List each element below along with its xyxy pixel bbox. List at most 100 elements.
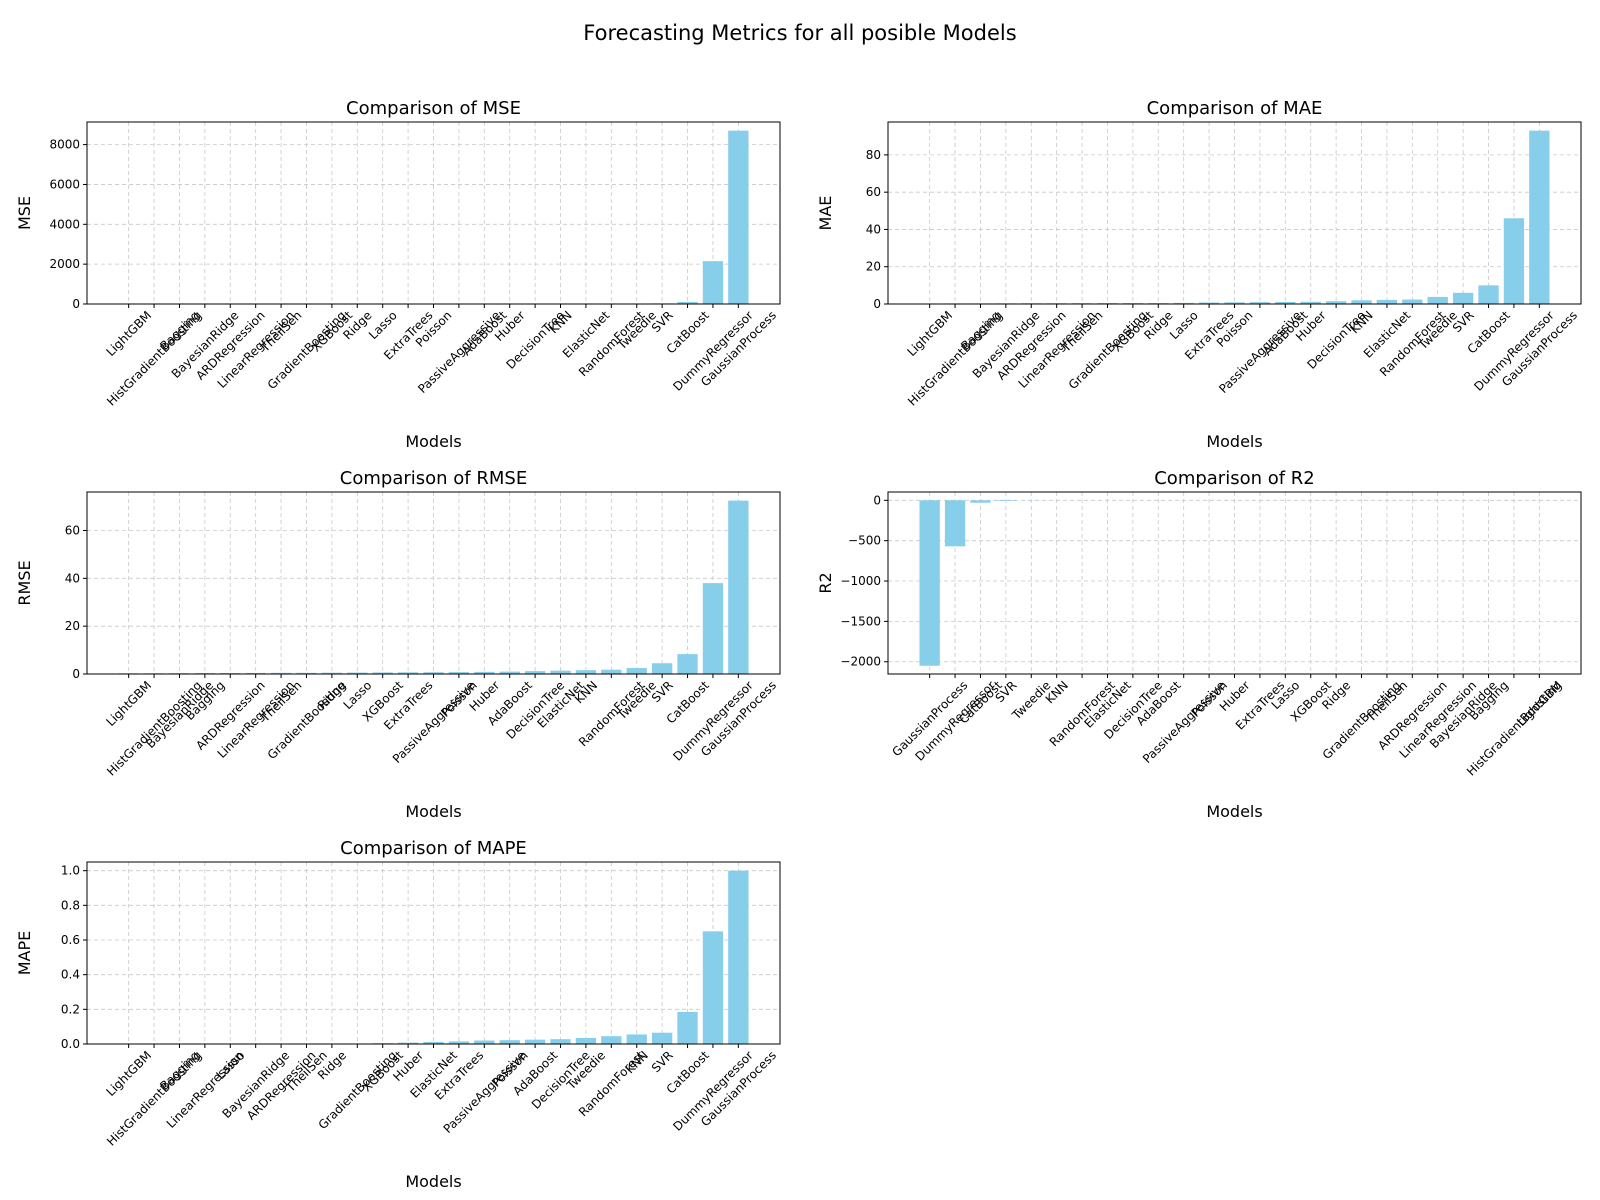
x-tick-label: Lasso (1167, 308, 1201, 342)
y-tick-label: 0 (873, 493, 881, 507)
bar (626, 668, 647, 674)
bar (499, 671, 520, 674)
y-tick-label: 0.4 (61, 968, 80, 982)
y-tick-label: 0.8 (61, 898, 80, 912)
y-tick-label: 80 (866, 148, 881, 162)
y-tick-label: 40 (866, 222, 881, 236)
bar (677, 1011, 698, 1044)
axes-frame (887, 491, 1582, 675)
bar (1224, 302, 1245, 304)
bar (448, 672, 470, 674)
bar (347, 672, 368, 674)
bar (944, 500, 966, 547)
x-tick-label: LightGBM (103, 678, 154, 729)
bar (1529, 130, 1550, 304)
bar (970, 500, 991, 503)
y-tick-label: 0 (72, 667, 80, 681)
bar (1198, 302, 1220, 304)
x-tick-label: HistGradientBoosting (104, 678, 204, 778)
y-tick-label: 0 (873, 297, 881, 311)
bar (524, 671, 546, 674)
bar (728, 870, 749, 1044)
bar (702, 931, 724, 1044)
y-tick-label: 0.6 (61, 933, 80, 947)
x-axis-label: Models (1206, 802, 1262, 821)
bar (321, 672, 343, 674)
bar (1478, 285, 1499, 304)
bar (1452, 292, 1474, 304)
axes-title: Comparison of MSE (346, 98, 521, 119)
axes-frame (86, 491, 781, 675)
bar (651, 663, 673, 674)
y-tick-label: −1500 (840, 614, 881, 628)
bar (423, 672, 444, 674)
y-tick-label: 2000 (49, 257, 80, 271)
y-tick-label: 0.2 (61, 1002, 80, 1016)
bar (499, 1040, 520, 1044)
suptitle: Forecasting Metrics for all posible Mode… (583, 21, 1016, 45)
y-axis-label: MAPE (15, 931, 34, 976)
bar (677, 654, 698, 674)
bar (919, 500, 940, 666)
x-axis-label: Models (405, 432, 461, 451)
y-tick-label: −500 (848, 534, 881, 548)
y-tick-label: 8000 (49, 138, 80, 152)
bar (270, 672, 292, 674)
bar (550, 1039, 571, 1044)
axes-title: Comparison of RMSE (340, 468, 527, 489)
y-tick-label: 0 (72, 297, 80, 311)
y-tick-label: 60 (866, 185, 881, 199)
axes-frame (86, 861, 781, 1045)
y-tick-label: 20 (65, 619, 80, 633)
bar (575, 1037, 597, 1044)
bar (1173, 302, 1194, 304)
bar (1402, 299, 1423, 304)
x-tick-label: LightGBM (1514, 678, 1565, 729)
y-axis-label: RMSE (15, 560, 34, 605)
bar (524, 1039, 546, 1044)
bar (1427, 296, 1448, 304)
bar (245, 672, 266, 674)
x-tick-label: LightGBM (103, 1048, 154, 1099)
axes-title: Comparison of R2 (1154, 468, 1315, 489)
bar (728, 130, 749, 304)
bar (702, 261, 724, 304)
x-axis-label: Models (405, 802, 461, 821)
bar (728, 500, 749, 674)
y-axis-label: MAE (816, 196, 835, 231)
y-tick-label: 4000 (49, 217, 80, 231)
y-tick-label: −2000 (840, 655, 881, 669)
y-tick-label: −1000 (840, 574, 881, 588)
axes-frame (86, 121, 781, 305)
bar (626, 1034, 647, 1044)
bar (1351, 300, 1372, 304)
y-tick-label: 20 (866, 260, 881, 274)
x-tick-label: LightGBM (904, 308, 955, 359)
bar (1376, 299, 1398, 304)
bar (397, 1042, 419, 1044)
x-tick-label: Ridge (315, 678, 349, 712)
bar (995, 500, 1017, 501)
y-axis-label: MSE (15, 196, 34, 230)
bar (677, 302, 698, 304)
bar (423, 1041, 444, 1044)
bar (474, 1040, 495, 1044)
x-tick-label: LightGBM (103, 308, 154, 359)
bar (474, 671, 495, 674)
y-tick-label: 40 (65, 571, 80, 585)
x-axis-label: Models (405, 1172, 461, 1191)
y-axis-label: R2 (816, 572, 835, 593)
bar (550, 670, 571, 674)
y-tick-label: 60 (65, 524, 80, 538)
bar (601, 669, 622, 674)
bar (372, 672, 393, 674)
x-axis-label: Models (1206, 432, 1262, 451)
bar (397, 672, 419, 674)
bar (1325, 301, 1347, 304)
bar (575, 670, 597, 674)
bar (601, 1036, 622, 1044)
axes-title: Comparison of MAPE (340, 838, 527, 859)
bar (1300, 301, 1321, 304)
axes-frame (887, 121, 1582, 305)
